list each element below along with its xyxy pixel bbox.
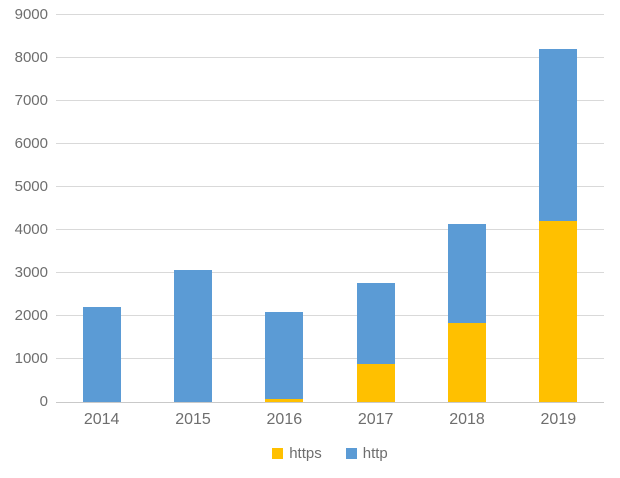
plot-area bbox=[56, 14, 604, 403]
bar-segment-http-2017 bbox=[356, 282, 395, 365]
bar-segment-https-2016 bbox=[265, 399, 304, 402]
legend-swatch-icon bbox=[345, 448, 357, 459]
x-axis-label-2019: 2019 bbox=[540, 411, 577, 428]
gridline bbox=[56, 143, 604, 144]
x-axis-line bbox=[56, 402, 604, 403]
x-axis-label-2016: 2016 bbox=[266, 411, 303, 428]
legend-label: https bbox=[289, 445, 322, 462]
legend-item-http: http bbox=[345, 445, 388, 462]
legend-swatch-icon bbox=[272, 448, 284, 459]
bar-segment-https-2017 bbox=[356, 364, 395, 402]
y-axis-tick-label: 6000 bbox=[14, 135, 48, 152]
legend: https http bbox=[56, 445, 604, 462]
y-axis-tick-label: 7000 bbox=[14, 92, 48, 109]
gridline bbox=[56, 57, 604, 58]
gridline bbox=[56, 358, 604, 359]
bar-segment-https-2019 bbox=[539, 220, 578, 402]
bar-segment-http-2016 bbox=[265, 312, 304, 399]
x-axis-label-2018: 2018 bbox=[449, 411, 485, 428]
gridline bbox=[56, 229, 604, 230]
x-axis-label-2014: 2014 bbox=[83, 411, 120, 428]
gridline bbox=[56, 272, 604, 273]
gridline bbox=[56, 14, 604, 15]
y-axis-tick-label: 9000 bbox=[14, 6, 48, 23]
y-axis-tick-label: 2000 bbox=[14, 307, 48, 324]
x-axis-label-2015: 2015 bbox=[175, 411, 211, 428]
legend-item-https: https bbox=[272, 445, 322, 462]
y-axis-tick-label: 5000 bbox=[14, 178, 48, 195]
gridline bbox=[56, 186, 604, 187]
y-axis: 0 1000 2000 3000 4000 5000 6000 7000 8000 9000 bbox=[0, 7, 48, 410]
y-axis-tick-label: 0 bbox=[39, 393, 48, 410]
y-axis-tick-label: 3000 bbox=[14, 264, 48, 281]
y-axis-tick-label: 4000 bbox=[14, 221, 48, 238]
legend-label: http bbox=[362, 445, 388, 462]
gridline bbox=[56, 315, 604, 316]
bar-segment-http-2019 bbox=[539, 48, 578, 221]
bar-segment-https-2018 bbox=[448, 322, 486, 402]
x-axis: 2014 2015 2016 2017 2018 2019 bbox=[56, 411, 604, 433]
x-axis-label-2017: 2017 bbox=[357, 411, 394, 428]
y-axis-tick-label: 1000 bbox=[14, 350, 48, 367]
bar-segment-http-2015 bbox=[174, 270, 212, 402]
y-axis-tick-label: 8000 bbox=[14, 49, 48, 66]
bar-segment-http-2014 bbox=[82, 306, 121, 402]
bar-segment-http-2018 bbox=[448, 224, 486, 323]
gridline bbox=[56, 100, 604, 101]
